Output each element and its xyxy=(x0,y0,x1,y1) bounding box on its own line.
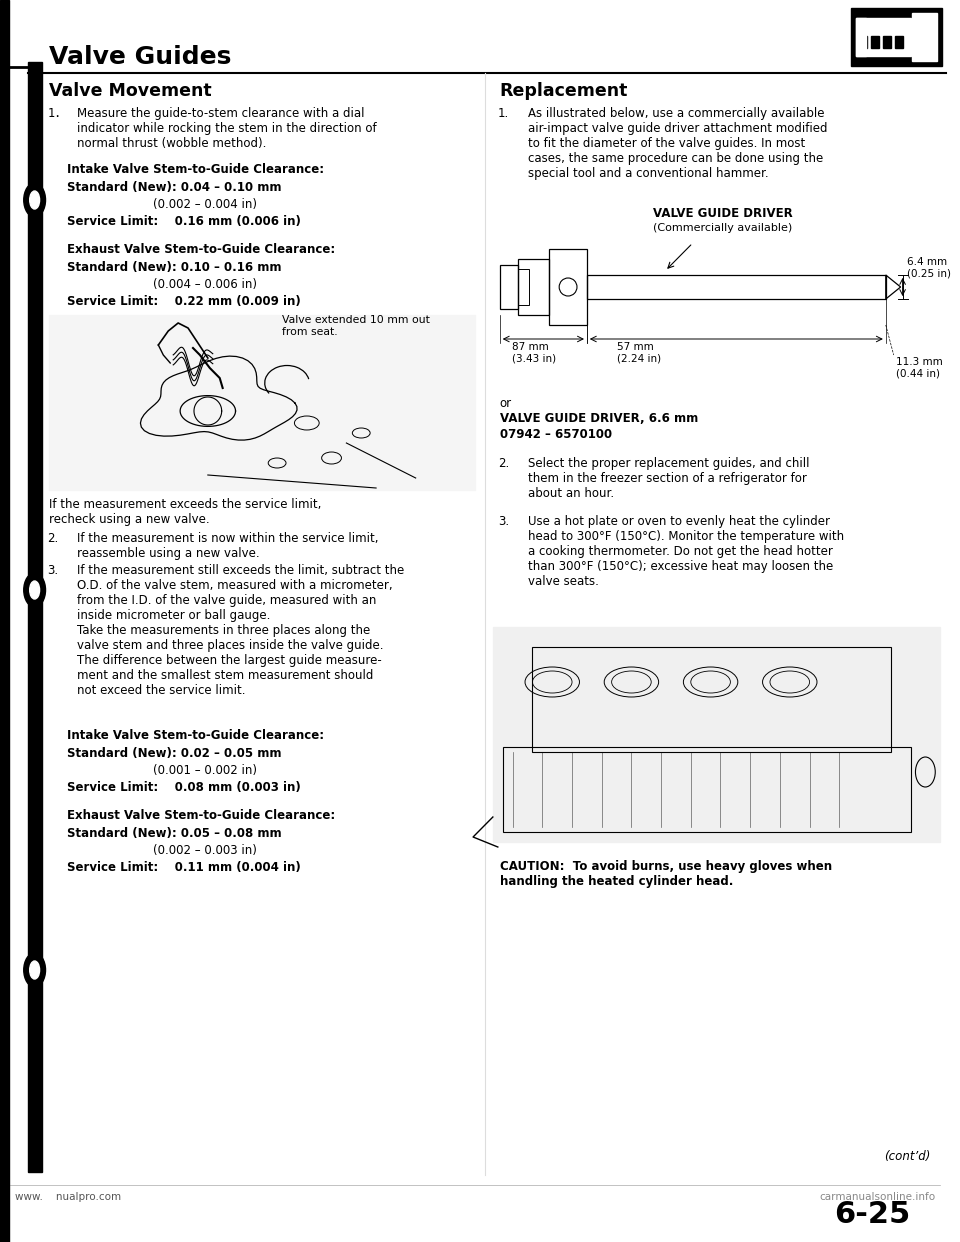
Bar xyxy=(549,248,587,325)
Ellipse shape xyxy=(24,183,45,217)
Bar xyxy=(856,17,910,56)
Text: www.    nualpro.com: www. nualpro.com xyxy=(14,1192,121,1202)
Text: Service Limit:    0.08 mm (0.003 in): Service Limit: 0.08 mm (0.003 in) xyxy=(67,781,301,794)
Text: 57 mm
(2.24 in): 57 mm (2.24 in) xyxy=(616,342,660,364)
Ellipse shape xyxy=(30,191,39,209)
Bar xyxy=(856,17,866,56)
Text: 1.: 1. xyxy=(498,107,509,120)
Bar xyxy=(883,36,891,48)
Text: Service Limit:    0.11 mm (0.004 in): Service Limit: 0.11 mm (0.004 in) xyxy=(67,861,301,874)
Ellipse shape xyxy=(30,581,39,599)
Text: If the measurement still exceeds the limit, subtract the
O.D. of the valve stem,: If the measurement still exceeds the lim… xyxy=(77,564,404,697)
Bar xyxy=(503,746,910,832)
Bar xyxy=(859,36,867,48)
Text: Standard (New): 0.02 – 0.05 mm: Standard (New): 0.02 – 0.05 mm xyxy=(67,746,282,760)
Text: Standard (New): 0.10 – 0.16 mm: Standard (New): 0.10 – 0.16 mm xyxy=(67,261,282,274)
Bar xyxy=(500,265,517,309)
Text: 2.: 2. xyxy=(47,532,59,545)
Text: 1.: 1. xyxy=(47,107,61,120)
Bar xyxy=(852,7,942,66)
Text: 3.: 3. xyxy=(47,564,59,578)
Text: 6.4 mm
(0.25 in): 6.4 mm (0.25 in) xyxy=(906,257,950,278)
Bar xyxy=(0,0,9,1242)
Ellipse shape xyxy=(30,961,39,979)
Text: VALVE GUIDE DRIVER: VALVE GUIDE DRIVER xyxy=(653,207,793,220)
Text: (0.001 – 0.002 in): (0.001 – 0.002 in) xyxy=(154,764,257,777)
Text: (0.002 – 0.003 in): (0.002 – 0.003 in) xyxy=(154,845,257,857)
Text: Valve extended 10 mm out
from seat.: Valve extended 10 mm out from seat. xyxy=(282,315,430,337)
Text: Use a hot plate or oven to evenly heat the cylinder
head to 300°F (150°C). Monit: Use a hot plate or oven to evenly heat t… xyxy=(527,515,844,587)
Text: CAUTION:  To avoid burns, use heavy gloves when
handling the heated cylinder hea: CAUTION: To avoid burns, use heavy glove… xyxy=(500,859,832,888)
Ellipse shape xyxy=(24,573,45,607)
Text: Select the proper replacement guides, and chill
them in the freezer section of a: Select the proper replacement guides, an… xyxy=(527,457,809,501)
Bar xyxy=(533,647,891,751)
Bar xyxy=(587,274,886,299)
Text: or: or xyxy=(500,397,512,410)
Text: (Commercially available): (Commercially available) xyxy=(653,224,792,233)
Bar xyxy=(50,315,475,491)
Text: Exhaust Valve Stem-to-Guide Clearance:: Exhaust Valve Stem-to-Guide Clearance: xyxy=(67,243,336,256)
Bar xyxy=(895,36,902,48)
Text: Exhaust Valve Stem-to-Guide Clearance:: Exhaust Valve Stem-to-Guide Clearance: xyxy=(67,809,336,822)
Text: 07942 – 6570100: 07942 – 6570100 xyxy=(500,428,612,441)
Bar xyxy=(28,62,41,1172)
Bar xyxy=(871,36,878,48)
Bar xyxy=(517,270,530,306)
Text: Standard (New): 0.04 – 0.10 mm: Standard (New): 0.04 – 0.10 mm xyxy=(67,181,282,194)
Text: (0.004 – 0.006 in): (0.004 – 0.006 in) xyxy=(154,278,257,291)
Text: Intake Valve Stem-to-Guide Clearance:: Intake Valve Stem-to-Guide Clearance: xyxy=(67,163,324,176)
Bar xyxy=(913,12,937,61)
Text: (cont’d): (cont’d) xyxy=(884,1150,930,1163)
Text: (0.002 – 0.004 in): (0.002 – 0.004 in) xyxy=(154,197,257,211)
Text: Valve Guides: Valve Guides xyxy=(50,45,232,70)
Text: Service Limit:    0.22 mm (0.009 in): Service Limit: 0.22 mm (0.009 in) xyxy=(67,296,301,308)
Text: Measure the guide-to-stem clearance with a dial
indicator while rocking the stem: Measure the guide-to-stem clearance with… xyxy=(77,107,377,150)
Text: As illustrated below, use a commercially available
air-impact valve guide driver: As illustrated below, use a commercially… xyxy=(527,107,827,180)
Text: 6-25: 6-25 xyxy=(834,1200,910,1230)
Text: If the measurement is now within the service limit,
reassemble using a new valve: If the measurement is now within the ser… xyxy=(77,532,378,560)
Text: 87 mm
(3.43 in): 87 mm (3.43 in) xyxy=(512,342,556,364)
Text: Intake Valve Stem-to-Guide Clearance:: Intake Valve Stem-to-Guide Clearance: xyxy=(67,729,324,741)
Text: carmanualsonline.info: carmanualsonline.info xyxy=(819,1192,935,1202)
Text: 3.: 3. xyxy=(498,515,509,528)
Text: Valve Movement: Valve Movement xyxy=(50,82,212,101)
Bar xyxy=(517,260,549,315)
Ellipse shape xyxy=(24,953,45,987)
Text: 2.: 2. xyxy=(498,457,509,469)
Text: If the measurement exceeds the service limit,
recheck using a new valve.: If the measurement exceeds the service l… xyxy=(50,498,322,527)
Text: Service Limit:    0.16 mm (0.006 in): Service Limit: 0.16 mm (0.006 in) xyxy=(67,215,301,229)
Text: Standard (New): 0.05 – 0.08 mm: Standard (New): 0.05 – 0.08 mm xyxy=(67,827,282,840)
Text: Replacement: Replacement xyxy=(500,82,628,101)
Text: VALVE GUIDE DRIVER, 6.6 mm: VALVE GUIDE DRIVER, 6.6 mm xyxy=(500,412,698,425)
Bar xyxy=(492,627,940,842)
Text: 11.3 mm
(0.44 in): 11.3 mm (0.44 in) xyxy=(896,356,943,379)
